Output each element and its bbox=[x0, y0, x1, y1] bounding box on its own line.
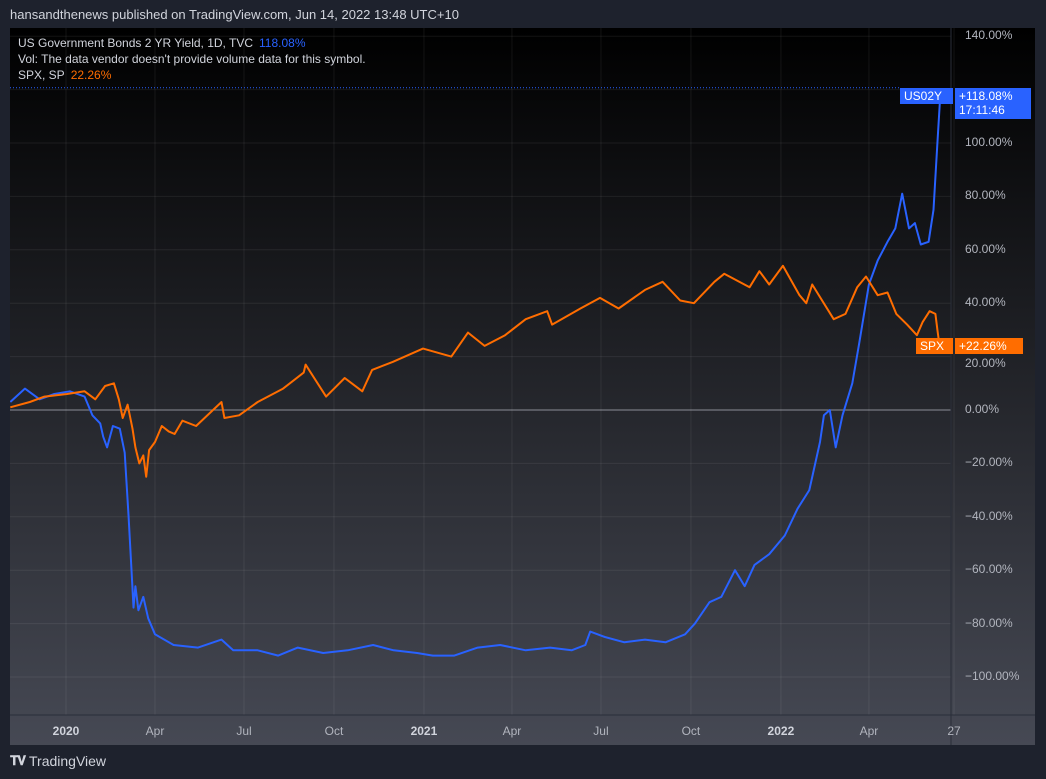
x-tick-label: 2021 bbox=[410, 724, 438, 738]
legend-spx[interactable]: SPX, SP 22.26% bbox=[18, 67, 366, 83]
y-tick-label: 0.00% bbox=[965, 402, 1000, 416]
y-tick-label: −80.00% bbox=[965, 615, 1013, 630]
y-tick-label: −100.00% bbox=[965, 669, 1020, 683]
y-tick-label: −60.00% bbox=[965, 562, 1013, 577]
us02y-countdown: 17:11:46 bbox=[959, 103, 1005, 117]
y-tick-label: 80.00% bbox=[965, 188, 1006, 203]
us02y-price-tag: +118.08% 17:11:46 bbox=[955, 88, 1031, 119]
publisher-caption: hansandthenews published on TradingView.… bbox=[10, 7, 459, 22]
chart-legend: US Government Bonds 2 YR Yield, 1D, TVC 1… bbox=[18, 35, 366, 83]
y-tick-label: 60.00% bbox=[965, 241, 1006, 256]
us02y-price-value: +118.08% bbox=[959, 89, 1013, 103]
y-tick-label: 140.00% bbox=[965, 28, 1013, 43]
x-tick-label: Apr bbox=[145, 724, 165, 738]
legend-volume: Vol: The data vendor doesn't provide vol… bbox=[18, 52, 366, 66]
chart-canvas[interactable] bbox=[10, 28, 1035, 745]
spx-price-tag: +22.26% bbox=[955, 338, 1023, 354]
legend-us02y[interactable]: US Government Bonds 2 YR Yield, 1D, TVC 1… bbox=[18, 35, 366, 51]
x-tick-label: Oct bbox=[681, 724, 701, 738]
x-tick-label: Oct bbox=[324, 724, 344, 738]
y-tick-label: 40.00% bbox=[965, 295, 1006, 310]
x-tick-label: Apr bbox=[502, 724, 522, 738]
series-line-spx bbox=[10, 264, 942, 478]
x-tick-label: Apr bbox=[859, 724, 879, 738]
footer-brand[interactable]: 𝐓𝐕 TradingView bbox=[10, 753, 106, 769]
tradingview-logo-icon: 𝐓𝐕 bbox=[10, 753, 26, 768]
x-tick-label: 2020 bbox=[52, 724, 80, 738]
x-tick-label: Jul bbox=[236, 724, 252, 738]
y-tick-label: 20.00% bbox=[965, 356, 1006, 370]
chart-area[interactable] bbox=[10, 28, 1035, 745]
legend-spx-value: 22.26% bbox=[70, 68, 112, 82]
y-tick-label: −20.00% bbox=[965, 455, 1013, 470]
x-tick-label: 27 bbox=[947, 724, 961, 738]
legend-spx-title: SPX, SP bbox=[18, 68, 65, 82]
series-line-us02y bbox=[10, 94, 942, 657]
y-tick-label: −40.00% bbox=[965, 508, 1013, 523]
brand-name: TradingView bbox=[29, 753, 107, 769]
spx-symbol-tag: SPX bbox=[916, 338, 953, 354]
us02y-symbol-tag: US02Y bbox=[900, 88, 953, 104]
x-tick-label: 2022 bbox=[767, 724, 795, 738]
legend-us02y-value: 118.08% bbox=[259, 36, 306, 50]
legend-us02y-title: US Government Bonds 2 YR Yield, 1D, TVC bbox=[18, 36, 254, 50]
y-tick-label: 100.00% bbox=[965, 135, 1013, 149]
x-tick-label: Jul bbox=[593, 724, 609, 738]
